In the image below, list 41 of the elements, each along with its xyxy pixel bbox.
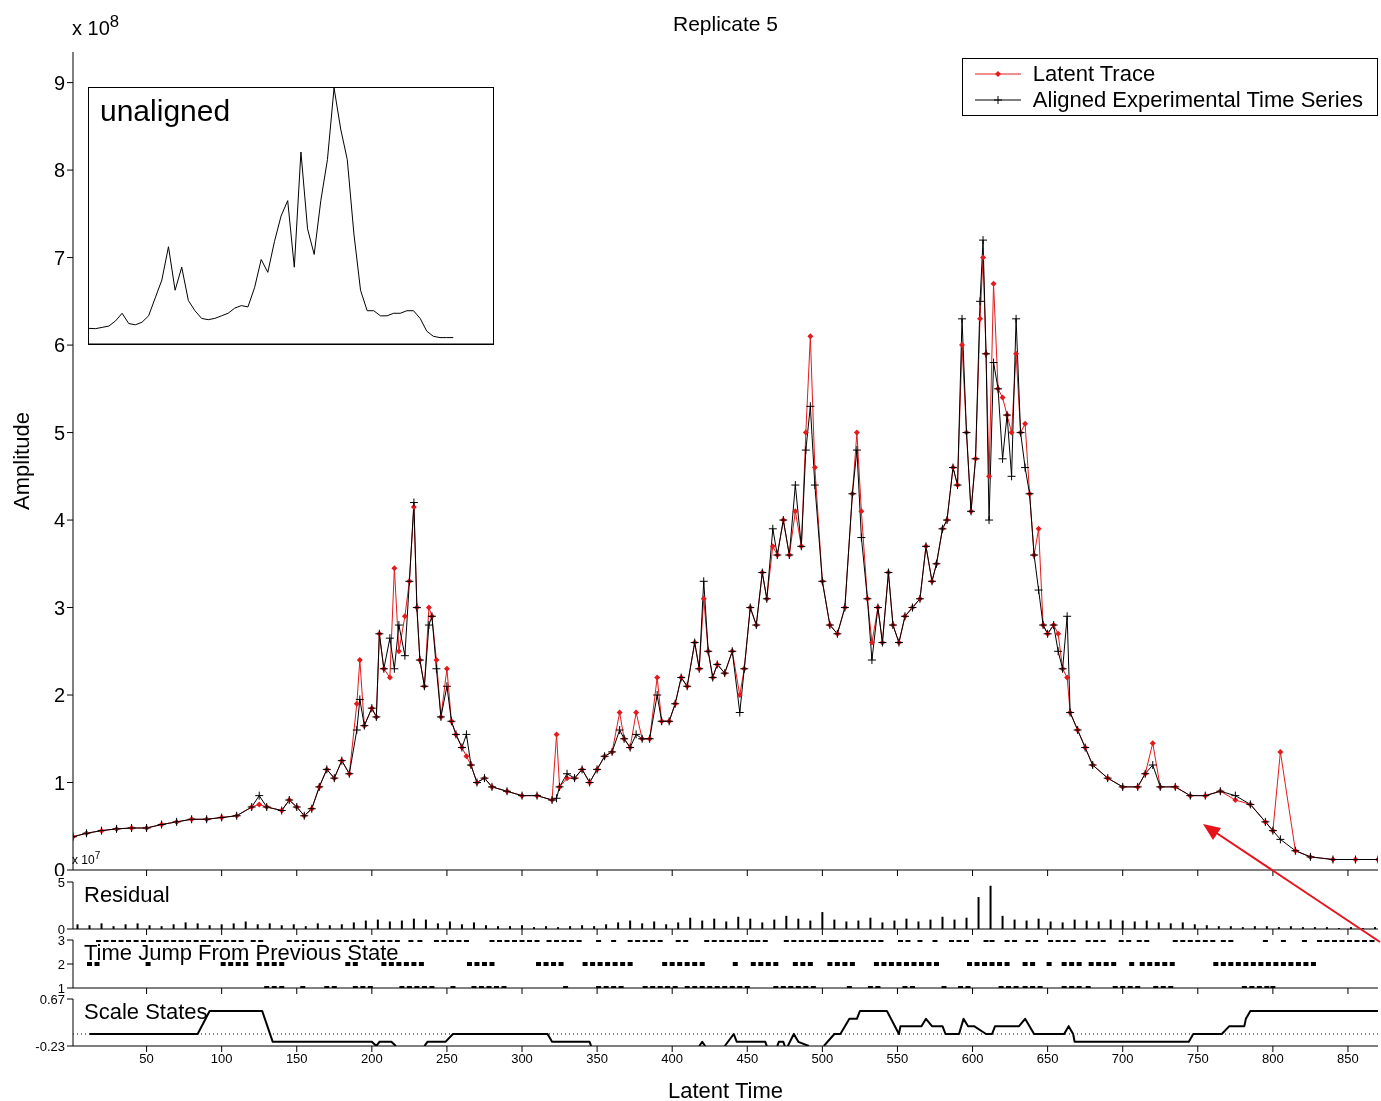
x-tick-label: 550: [886, 1051, 909, 1067]
y-tick-label: 0: [57, 921, 65, 937]
y-axis-title: Amplitude: [9, 412, 35, 510]
annotation: x 10$^{7}$: [72, 850, 101, 867]
x-tick-label: 400: [661, 1051, 684, 1067]
y-tick-label: 2: [53, 684, 65, 707]
x-tick-label: 700: [1111, 1051, 1134, 1067]
x-tick-label: 100: [210, 1051, 233, 1067]
chart-title: unaligned: [100, 94, 231, 127]
y-tick-label: 1: [53, 771, 65, 794]
x-tick-label: 600: [961, 1051, 984, 1067]
x-tick-label: 750: [1186, 1051, 1209, 1067]
x-tick-label: 150: [285, 1051, 308, 1067]
chart-title: Residual: [84, 882, 170, 908]
chart-title: Time Jump From Previous State: [84, 940, 399, 966]
chart-title: Scale States: [84, 999, 208, 1025]
y-tick-label: 6: [53, 334, 65, 357]
x-tick-label: 800: [1262, 1051, 1284, 1067]
y-tick-label: 3: [53, 596, 65, 619]
y-tick-label: 7: [53, 246, 65, 269]
y-tick-label: 2: [57, 956, 65, 972]
x-tick-label: 50: [139, 1051, 154, 1067]
x-tick-label: 200: [360, 1051, 383, 1067]
y-tick-label: 4: [53, 509, 65, 532]
y-tick-label: 1: [57, 980, 65, 996]
y-tick-label: 9: [53, 71, 65, 94]
legend-label: Aligned Experimental Time Series: [1032, 87, 1363, 113]
x-tick-label: 350: [586, 1051, 608, 1067]
x-tick-label: 650: [1036, 1051, 1059, 1067]
x-tick-label: 300: [511, 1051, 533, 1067]
x-axis-title: Latent Time: [668, 1078, 783, 1101]
legend-label: Latent Trace: [1032, 61, 1156, 87]
chart-title: Replicate 5: [672, 12, 779, 35]
x-tick-label: 250: [436, 1051, 458, 1067]
x-tick-label: 500: [811, 1051, 834, 1067]
y-tick-label: 8: [53, 159, 65, 182]
text: x 10$^{8}$: [72, 12, 120, 40]
y-tick-label: 5: [53, 421, 65, 444]
y-tick-label: -0.23: [35, 1038, 65, 1054]
x-tick-label: 850: [1337, 1051, 1359, 1067]
x-tick-label: 450: [736, 1051, 759, 1067]
